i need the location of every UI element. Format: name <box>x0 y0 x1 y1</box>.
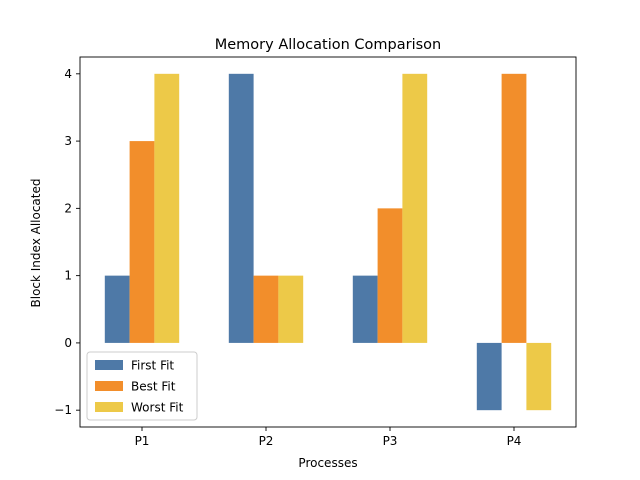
y-axis-label: Block Index Allocated <box>29 179 43 308</box>
x-tick-label: P4 <box>507 434 522 448</box>
x-tick-label: P2 <box>259 434 274 448</box>
bar-first-fit-p1 <box>104 275 130 343</box>
x-tick-label: P3 <box>383 434 398 448</box>
y-tick-label: 1 <box>64 269 72 283</box>
bars-layer <box>104 73 552 411</box>
legend: First Fit Best Fit Worst Fit <box>86 351 198 421</box>
bar-best-fit-p2 <box>253 275 279 343</box>
y-tick-label: 2 <box>64 201 72 215</box>
bar-best-fit-p1 <box>129 141 155 343</box>
x-axis-label: Processes <box>298 456 357 470</box>
bar-worst-fit-p1 <box>154 73 180 343</box>
bar-best-fit-p4 <box>501 73 527 343</box>
bar-first-fit-p2 <box>228 73 254 343</box>
legend-swatch-best-fit <box>95 381 123 391</box>
y-tick-label: 4 <box>64 67 72 81</box>
plot-frame <box>79 56 577 428</box>
bar-worst-fit-p4 <box>526 342 552 411</box>
y-tick-label: 3 <box>64 134 72 148</box>
legend-label: Worst Fit <box>131 401 184 415</box>
bar-first-fit-p4 <box>476 342 502 411</box>
legend-swatch-worst-fit <box>95 402 123 412</box>
legend-swatch-first-fit <box>95 360 123 370</box>
legend-label: Best Fit <box>131 380 176 394</box>
x-tick-label: P1 <box>135 434 150 448</box>
y-tick-label: 0 <box>64 336 72 350</box>
axes-layer: −1 0 1 2 3 4 P1 P2 P3 P4 <box>54 56 577 448</box>
bar-worst-fit-p3 <box>402 73 428 343</box>
bar-worst-fit-p2 <box>278 275 304 343</box>
chart-title: Memory Allocation Comparison <box>215 37 442 53</box>
bar-first-fit-p3 <box>352 275 378 343</box>
bar-best-fit-p3 <box>377 208 403 343</box>
y-tick-label: −1 <box>54 403 72 417</box>
legend-label: First Fit <box>131 359 174 373</box>
